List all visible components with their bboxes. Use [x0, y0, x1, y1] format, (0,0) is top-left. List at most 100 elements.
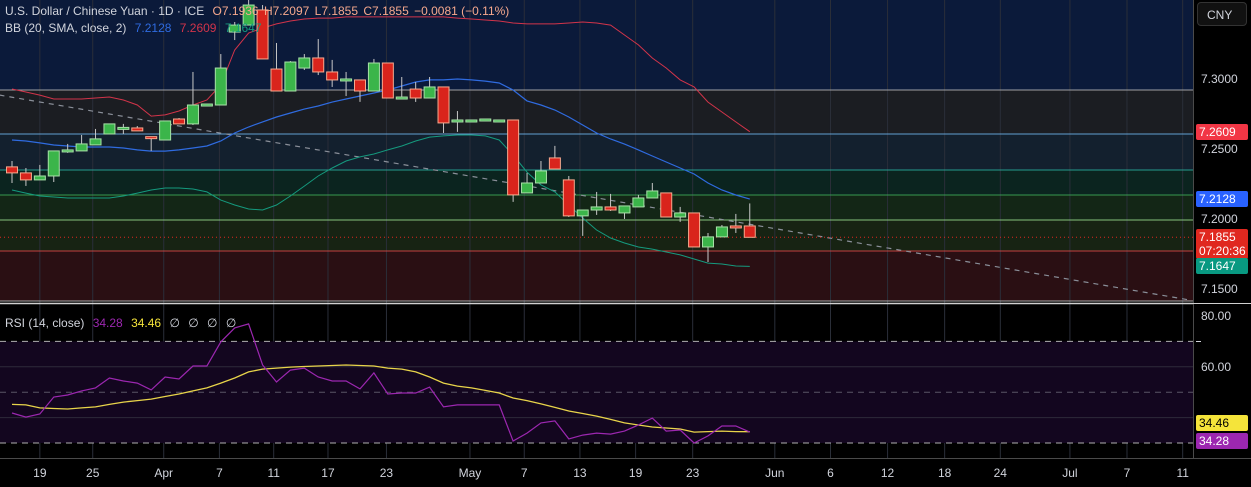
- ohlc-high: H7.2097: [263, 4, 310, 18]
- candle-down: [256, 9, 269, 60]
- rsi-tick-label: 60.00: [1201, 359, 1232, 374]
- time-tick-label: 6: [827, 466, 834, 480]
- candle-up: [715, 226, 728, 238]
- candle-down: [354, 79, 366, 92]
- rsi-legend[interactable]: RSI (14, close) 34.28 34.46 ∅ ∅ ∅ ∅: [5, 316, 241, 330]
- rsi-axis-separator: [1193, 303, 1251, 304]
- symbol-title: U.S. Dollar / Chinese Yuan · 1D · ICE: [5, 4, 205, 18]
- time-tick-label: 23: [686, 466, 700, 480]
- candle-up: [590, 206, 603, 211]
- time-tick-label: 7: [216, 466, 223, 480]
- price-badge: 7.2609: [1196, 123, 1248, 140]
- candle-up: [200, 103, 213, 107]
- ohlc-change: −0.0081 (−0.11%): [414, 4, 510, 18]
- candle-down: [604, 206, 617, 211]
- time-tick-label: 7: [520, 466, 528, 480]
- ohlc-close: C7.1855: [363, 4, 409, 18]
- time-tick-label: 12: [880, 466, 895, 480]
- rsi-line: [11, 323, 751, 444]
- candle-down: [743, 225, 756, 238]
- rsi-na-1: ∅: [169, 316, 180, 330]
- symbol-legend: U.S. Dollar / Chinese Yuan · 1D · ICE O7…: [5, 4, 514, 18]
- price-zone: [0, 90, 1193, 134]
- candle-up: [228, 24, 241, 33]
- candle-up: [423, 86, 436, 99]
- candle-down: [409, 88, 422, 99]
- rsi-level-tick: [1196, 341, 1201, 343]
- candle-down: [19, 172, 32, 181]
- price-zone: [0, 251, 1193, 301]
- candle-up: [103, 123, 116, 135]
- time-tick-label: 11: [267, 466, 280, 480]
- time-tick-label: 18: [937, 466, 952, 480]
- candle-up: [618, 205, 631, 214]
- candle-up: [47, 150, 60, 177]
- candle-down: [729, 225, 742, 229]
- candle-up: [702, 236, 714, 248]
- time-tick-label: May: [458, 466, 482, 480]
- time-axis[interactable]: 19 25 Apr 7 11 17 23 May 7 13 19 23 Jun 6 12 18 24 Jul 7 11: [0, 458, 1251, 487]
- time-tick-label: 13: [573, 466, 587, 480]
- bb-upper-line: [11, 16, 751, 133]
- time-tick-label: 7: [1123, 466, 1131, 480]
- candle-down: [326, 71, 339, 81]
- candle-down: [312, 57, 325, 73]
- candle-up: [186, 104, 199, 125]
- time-tick-label: 25: [86, 466, 100, 480]
- candle-down: [562, 179, 575, 217]
- candle-up: [465, 119, 478, 123]
- candle-up: [646, 190, 659, 199]
- time-tick-label: 19: [628, 466, 643, 480]
- candle-up: [451, 119, 464, 123]
- bb-basis-line: [11, 78, 750, 200]
- price-tick-label: 7.3000: [1201, 72, 1238, 86]
- time-tick-label: Apr: [154, 466, 174, 480]
- price-badge: 7.2128: [1196, 191, 1248, 208]
- candle-down: [507, 119, 520, 196]
- price-tick-label: 7.2500: [1201, 142, 1238, 156]
- price-chart[interactable]: [0, 0, 1193, 458]
- time-tick-label: Jul: [1062, 466, 1078, 480]
- rsi-value: 34.28: [92, 316, 123, 330]
- ohlc-open: O7.1936: [212, 4, 259, 18]
- candle-up: [493, 119, 506, 123]
- candle-down: [131, 127, 144, 132]
- rsi-badge: 34.46: [1196, 414, 1248, 431]
- time-tick-label: 24: [993, 466, 1007, 480]
- bb-label: BB (20, SMA, close, 2): [5, 21, 127, 35]
- bb-upper-value: 7.2609: [179, 21, 217, 35]
- time-tick-label: 17: [321, 466, 335, 480]
- candle-up: [340, 78, 353, 82]
- candle-up: [576, 209, 589, 217]
- candle-down: [270, 68, 283, 92]
- candle-down: [437, 86, 450, 124]
- candle-up: [33, 175, 46, 181]
- candle-up: [89, 138, 102, 146]
- candle-up: [674, 212, 687, 218]
- trendline: [0, 94, 1190, 301]
- price-tick-label: 7.1500: [1201, 282, 1238, 296]
- currency-button[interactable]: CNY: [1197, 2, 1247, 26]
- candle-up: [521, 182, 534, 194]
- candle-down: [381, 62, 394, 99]
- price-zone: [0, 219, 1193, 252]
- rsi-tick-label: 80.00: [1201, 309, 1232, 323]
- bb-basis-value: 7.2128: [134, 21, 172, 35]
- candle-down: [660, 192, 673, 218]
- countdown-timer: 07:20:36: [1199, 244, 1246, 259]
- bb-legend[interactable]: BB (20, SMA, close, 2) 7.2128 7.2609 7.1…: [5, 21, 267, 35]
- candle-up: [395, 96, 408, 100]
- candle-up: [75, 143, 88, 152]
- price-axis[interactable]: 7.3000 7.2500 7.2000 7.1500 7.2609 7.2128 7.18…: [1193, 0, 1251, 458]
- rsi-na-2: ∅: [188, 316, 199, 330]
- bb-lower-value: 7.1647: [224, 21, 262, 35]
- price-badge: 7.1647: [1196, 258, 1248, 275]
- bb-lower-line: [11, 134, 750, 267]
- rsi-na-3: ∅: [207, 316, 218, 330]
- candle-up: [534, 170, 547, 184]
- ohlc-low: L7.1855: [314, 4, 359, 18]
- candle-up: [367, 62, 380, 92]
- rsi-ma-line: [11, 364, 750, 433]
- price-zone: [0, 169, 1193, 196]
- candle-up: [298, 57, 311, 69]
